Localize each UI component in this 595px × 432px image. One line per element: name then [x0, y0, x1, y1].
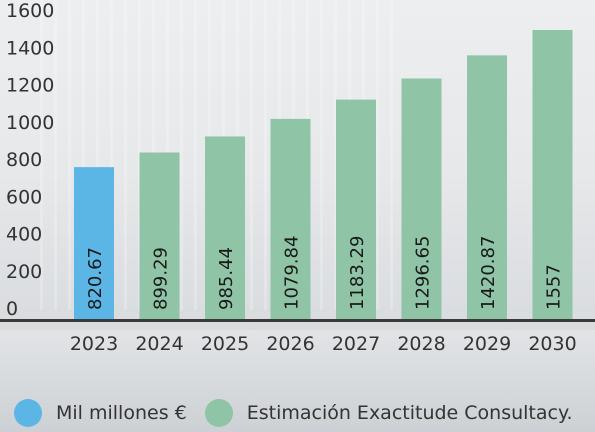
- bar-value-label: 1183.29: [347, 236, 368, 310]
- bar: [401, 78, 442, 321]
- y-tick-label: 1000: [6, 112, 54, 134]
- legend: Mil millones € Estimación Exactitude Con…: [14, 396, 591, 430]
- bar-value-label: 899.29: [151, 247, 172, 310]
- y-tick-label: 1400: [6, 37, 54, 59]
- legend-label-actual: Mil millones €: [56, 402, 187, 424]
- y-tick-label: 1600: [6, 0, 54, 22]
- bar: [336, 99, 376, 320]
- bar: [74, 167, 114, 320]
- x-tick-label: 2028: [397, 333, 445, 355]
- legend-swatch-estimate: [204, 399, 233, 427]
- bar: [205, 136, 245, 320]
- y-tick-label: 200: [6, 261, 42, 283]
- x-tick-label: 2029: [463, 333, 511, 355]
- y-tick-label: 800: [6, 149, 42, 171]
- bar-value-label: 1079.84: [282, 236, 303, 310]
- x-tick-label: 2024: [135, 333, 183, 355]
- x-tick-label: 2023: [70, 333, 118, 355]
- background-panel: [0, 330, 595, 432]
- x-tick-label: 2030: [528, 333, 576, 355]
- x-tick-label: 2025: [201, 333, 249, 355]
- bar-value-label: 1420.87: [478, 236, 499, 310]
- bar-value-label: 1296.65: [413, 236, 434, 310]
- bar: [467, 55, 507, 320]
- x-axis-line: [0, 319, 595, 322]
- bar-value-label: 820.67: [85, 247, 106, 310]
- legend-label-estimate: Estimación Exactitude Consultacy.: [246, 402, 573, 424]
- bar-value-label: 1557: [544, 264, 565, 310]
- y-tick-label: 600: [6, 186, 42, 208]
- y-tick-label: 400: [6, 224, 42, 246]
- legend-item-actual: Mil millones €: [14, 399, 187, 427]
- bar: [270, 118, 311, 321]
- x-tick-label: 2026: [266, 333, 314, 355]
- y-tick-label: 1200: [6, 75, 54, 97]
- legend-item-estimate: Estimación Exactitude Consultacy.: [204, 399, 573, 427]
- bar-chart: 0 200 400 600 800 1000 1200 1400 1600 820.67 2023 8…: [0, 0, 595, 355]
- bar: [532, 30, 573, 320]
- y-tick-label: 0: [6, 298, 18, 320]
- x-tick-label: 2027: [332, 333, 380, 355]
- bar-value-label: 985.44: [216, 247, 237, 310]
- legend-swatch-actual: [14, 399, 42, 427]
- bar: [139, 152, 180, 320]
